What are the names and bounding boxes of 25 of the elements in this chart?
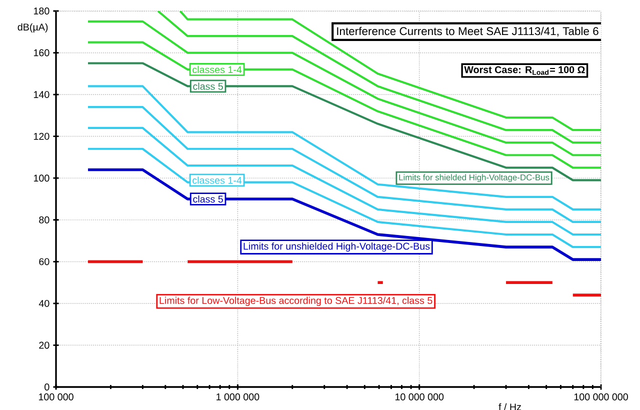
y-tick-label: 20 xyxy=(39,342,50,349)
annotation: Limits for unshielded High-Voltage-DC-Bus xyxy=(244,242,430,252)
y-tick-label: 80 xyxy=(39,216,50,224)
y-tick-label: 120 xyxy=(34,132,50,140)
annotation: classes 1-4 xyxy=(192,66,242,74)
x-tick-label: 1 000 000 xyxy=(216,393,260,400)
annotation: class 5 xyxy=(193,82,223,90)
x-tick-label: 100 000 xyxy=(38,393,74,400)
y-tick-label: 0 xyxy=(44,384,50,390)
annotation: Limits for Low-Voltage-Bus according to SAE J1113/41, class 5 xyxy=(160,296,432,306)
y-tick-label: 60 xyxy=(39,258,50,266)
annotation: class 5 xyxy=(193,195,223,203)
y-tick-label: 180 xyxy=(34,8,50,14)
x-axis-title: f / Hz xyxy=(498,403,521,410)
y-tick-label: 160 xyxy=(34,49,50,56)
x-tick-label: 10 000 000 xyxy=(395,393,444,400)
y-tick-label: 100 xyxy=(34,174,50,182)
y-tick-label: 140 xyxy=(34,91,50,98)
x-tick-label: 100 000 000 xyxy=(574,393,628,400)
annotation: classes 1-4 xyxy=(192,176,242,184)
y-tick-label: 40 xyxy=(38,300,50,307)
annotation: Limits for shielded High-Voltage-DC-Bus xyxy=(399,174,550,182)
y-axis-title: dB(µA) xyxy=(18,23,48,33)
annotation: Worst Case: R$_{Load}$= 100 Ω xyxy=(464,66,585,75)
text: Interference Currents to Meet SAE J1113/41, Table 6 xyxy=(337,26,598,36)
